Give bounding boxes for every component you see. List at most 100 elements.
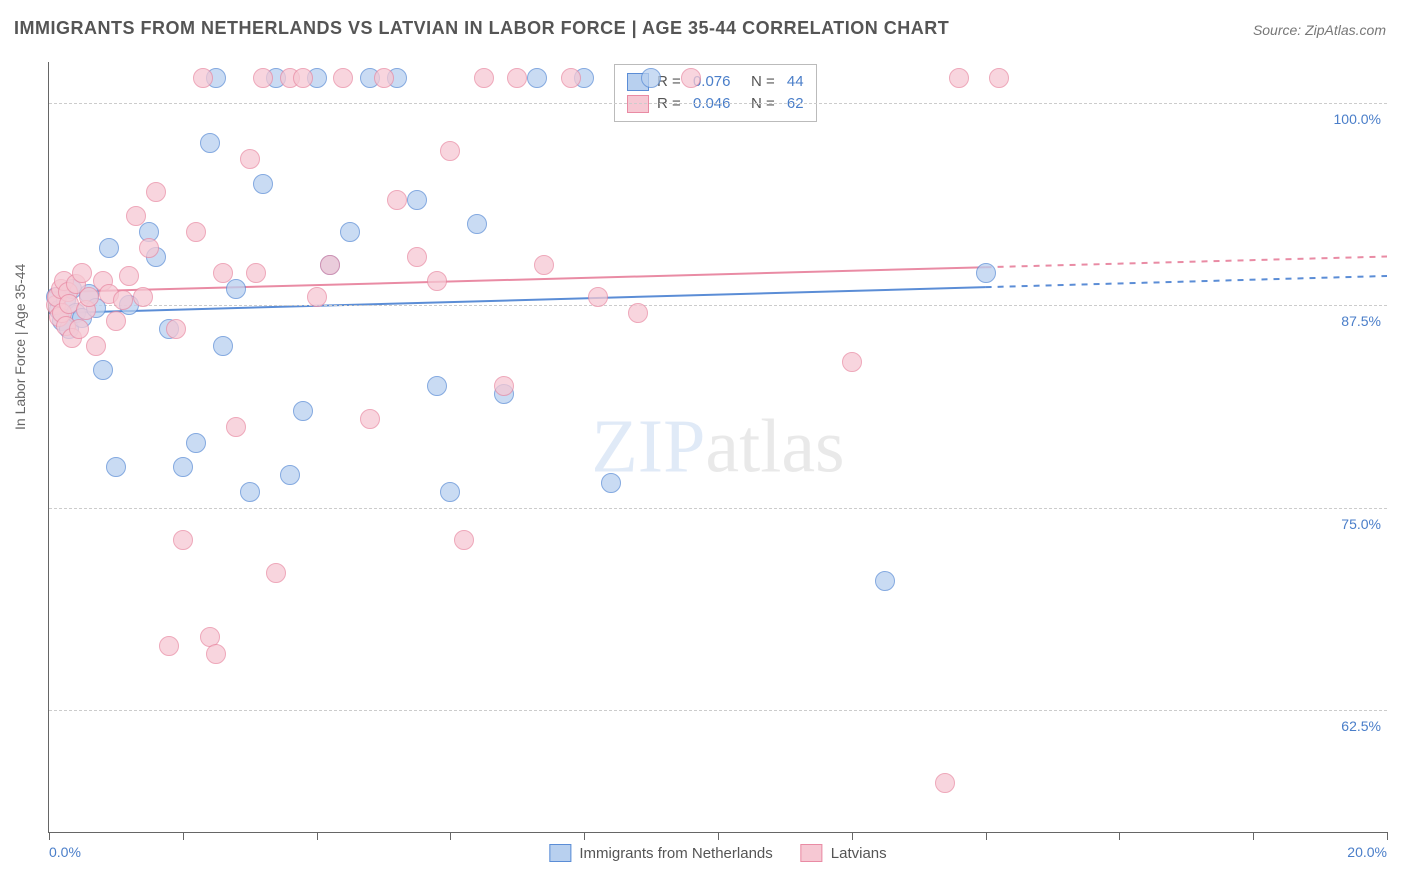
regression-line-extrapolated: [986, 276, 1387, 287]
legend-swatch: [549, 844, 571, 862]
chart-container: IMMIGRANTS FROM NETHERLANDS VS LATVIAN I…: [0, 0, 1406, 892]
data-point: [106, 311, 126, 331]
chart-title: IMMIGRANTS FROM NETHERLANDS VS LATVIAN I…: [14, 18, 949, 39]
y-tick-label: 87.5%: [1326, 313, 1381, 329]
data-point: [681, 68, 701, 88]
data-point: [534, 255, 554, 275]
data-point: [206, 644, 226, 664]
data-point: [193, 68, 213, 88]
data-point: [454, 530, 474, 550]
plot-area: ZIPatlas R = 0.076 N = 44R = 0.046 N = 6…: [48, 62, 1387, 833]
data-point: [628, 303, 648, 323]
data-point: [159, 636, 179, 656]
x-tick-label: 20.0%: [1347, 844, 1387, 860]
data-point: [935, 773, 955, 793]
data-point: [976, 263, 996, 283]
data-point: [949, 68, 969, 88]
data-point: [253, 174, 273, 194]
x-tick: [450, 832, 451, 840]
data-point: [588, 287, 608, 307]
data-point: [494, 376, 514, 396]
data-point: [253, 68, 273, 88]
x-tick: [183, 832, 184, 840]
data-point: [340, 222, 360, 242]
data-point: [561, 68, 581, 88]
data-point: [320, 255, 340, 275]
data-point: [113, 290, 133, 310]
data-point: [226, 279, 246, 299]
data-point: [440, 482, 460, 502]
data-point: [200, 133, 220, 153]
data-point: [989, 68, 1009, 88]
data-point: [69, 319, 89, 339]
legend-n-label: N =: [738, 71, 778, 93]
x-tick: [1253, 832, 1254, 840]
data-point: [407, 247, 427, 267]
data-point: [93, 360, 113, 380]
legend-swatch: [801, 844, 823, 862]
source-label: Source: ZipAtlas.com: [1253, 22, 1386, 38]
data-point: [440, 141, 460, 161]
data-point: [360, 409, 380, 429]
regression-lines-layer: [49, 62, 1387, 832]
data-point: [467, 214, 487, 234]
x-tick: [718, 832, 719, 840]
legend-r-value: 0.046: [693, 93, 731, 115]
data-point: [226, 417, 246, 437]
x-tick: [584, 832, 585, 840]
data-point: [427, 376, 447, 396]
x-tick: [852, 832, 853, 840]
data-point: [186, 433, 206, 453]
legend-series-name: Latvians: [831, 845, 887, 862]
data-point: [146, 182, 166, 202]
data-point: [133, 287, 153, 307]
regression-line-extrapolated: [986, 257, 1387, 268]
x-tick: [317, 832, 318, 840]
data-point: [213, 336, 233, 356]
data-point: [86, 336, 106, 356]
data-point: [842, 352, 862, 372]
data-point: [507, 68, 527, 88]
data-point: [474, 68, 494, 88]
data-point: [173, 530, 193, 550]
data-point: [79, 287, 99, 307]
data-point: [280, 465, 300, 485]
data-point: [333, 68, 353, 88]
y-tick-label: 75.0%: [1326, 516, 1381, 532]
x-tick: [49, 832, 50, 840]
data-point: [527, 68, 547, 88]
watermark-atlas: atlas: [705, 405, 844, 489]
gridline: [49, 710, 1387, 711]
data-point: [307, 287, 327, 307]
data-point: [293, 68, 313, 88]
data-point: [266, 563, 286, 583]
legend-item: Immigrants from Netherlands: [549, 844, 772, 862]
x-tick-label: 0.0%: [49, 844, 81, 860]
x-tick: [986, 832, 987, 840]
data-point: [126, 206, 146, 226]
legend-r-label: R =: [657, 93, 685, 115]
x-tick: [1387, 832, 1388, 840]
data-point: [601, 473, 621, 493]
gridline: [49, 305, 1387, 306]
data-point: [139, 238, 159, 258]
data-point: [387, 190, 407, 210]
data-point: [166, 319, 186, 339]
data-point: [407, 190, 427, 210]
regression-line: [49, 267, 986, 292]
data-point: [240, 149, 260, 169]
data-point: [99, 238, 119, 258]
data-point: [106, 457, 126, 477]
rn-legend-row: R = 0.046 N = 62: [627, 93, 804, 115]
series-legend: Immigrants from Netherlands Latvians: [549, 844, 886, 862]
watermark: ZIPatlas: [591, 404, 844, 491]
data-point: [641, 68, 661, 88]
data-point: [72, 263, 92, 283]
legend-swatch: [627, 95, 649, 113]
gridline: [49, 508, 1387, 509]
legend-n-value: 62: [787, 93, 804, 115]
data-point: [119, 266, 139, 286]
regression-line: [49, 287, 986, 313]
y-axis-label: In Labor Force | Age 35-44: [12, 264, 28, 430]
data-point: [374, 68, 394, 88]
